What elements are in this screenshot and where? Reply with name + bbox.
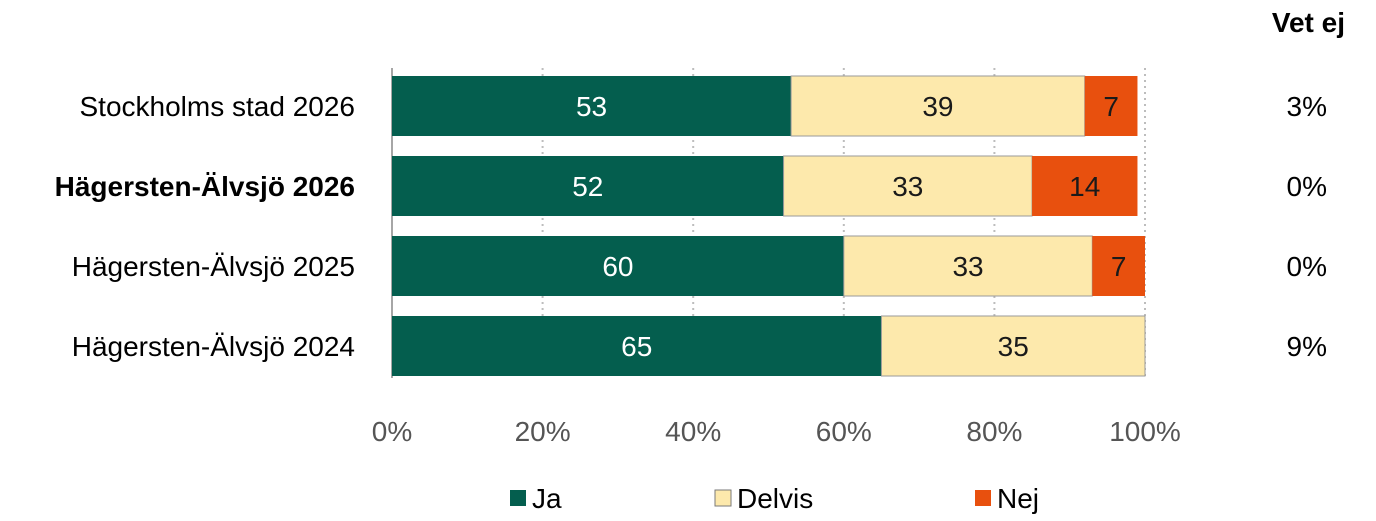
data-label-nej: 7 <box>1103 91 1119 122</box>
bar-delvis <box>880 315 1146 377</box>
data-label-ja: 65 <box>621 331 652 362</box>
bar-delvis <box>790 75 1086 137</box>
category-labels: Stockholms stad 2026 Hägersten-Älvsjö 202… <box>55 91 355 362</box>
vet-ej-column: Vet ej 3% 0% 0% 9% <box>1272 7 1345 362</box>
bar-ja <box>392 76 792 136</box>
vet-ej-value: 9% <box>1287 331 1327 362</box>
legend-swatch-delvis <box>714 489 732 507</box>
vet-ej-value: 3% <box>1287 91 1327 122</box>
data-label-nej: 14 <box>1069 171 1100 202</box>
x-tick-label: 80% <box>966 416 1022 447</box>
legend-label-nej: Nej <box>997 483 1039 514</box>
bar-ja <box>392 316 882 376</box>
data-label-delvis: 39 <box>922 91 953 122</box>
category-label: Hägersten-Älvsjö 2026 <box>55 171 355 202</box>
x-tick-label: 0% <box>372 416 412 447</box>
data-label-nej: 7 <box>1111 251 1127 282</box>
vet-ej-title: Vet ej <box>1272 7 1345 38</box>
bar-nej <box>1032 156 1138 216</box>
bar-nej <box>1084 76 1138 136</box>
x-tick-label: 40% <box>665 416 721 447</box>
bars: 53 39 7 52 33 14 60 33 7 65 35 <box>392 75 1146 377</box>
x-axis-tick-labels: 0% 20% 40% 60% 80% 100% <box>372 416 1181 447</box>
x-tick-label: 100% <box>1109 416 1181 447</box>
category-label: Hägersten-Älvsjö 2024 <box>72 331 355 362</box>
legend-label-ja: Ja <box>532 483 562 514</box>
category-label: Stockholms stad 2026 <box>80 91 356 122</box>
data-label-ja: 60 <box>602 251 633 282</box>
x-tick-label: 60% <box>816 416 872 447</box>
data-label-ja: 53 <box>576 91 607 122</box>
data-label-delvis: 35 <box>998 331 1029 362</box>
bar-ja <box>392 236 844 296</box>
bar-ja <box>392 156 784 216</box>
legend-swatch-nej <box>975 490 991 506</box>
data-label-delvis: 33 <box>952 251 983 282</box>
legend-label-delvis: Delvis <box>737 483 813 514</box>
vet-ej-value: 0% <box>1287 171 1327 202</box>
bar-delvis <box>783 155 1033 217</box>
bar-delvis <box>843 235 1093 297</box>
x-tick-label: 20% <box>515 416 571 447</box>
bar-nej <box>1092 236 1145 296</box>
vet-ej-value: 0% <box>1287 251 1327 282</box>
category-label: Hägersten-Älvsjö 2025 <box>72 251 355 282</box>
legend: Ja Delvis Nej <box>510 483 1039 514</box>
data-label-ja: 52 <box>572 171 603 202</box>
data-label-delvis: 33 <box>892 171 923 202</box>
legend-swatch-ja <box>510 490 526 506</box>
